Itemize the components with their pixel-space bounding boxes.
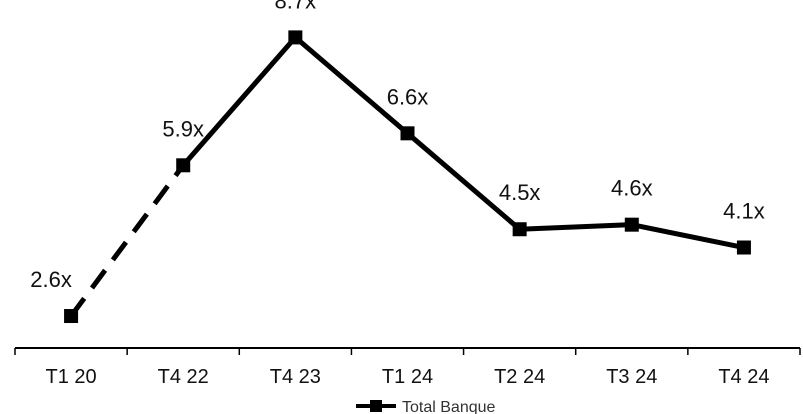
data-point-marker	[400, 126, 415, 141]
data-label: 2.6x	[30, 267, 72, 292]
data-label: 6.6x	[387, 84, 429, 109]
series-line-segment	[293, 35, 410, 136]
series-line-segment	[181, 35, 298, 167]
data-point-marker	[288, 30, 303, 45]
x-tick-label: T1 24	[382, 366, 433, 388]
x-tick-label: T4 23	[270, 366, 321, 388]
x-tick-label: T4 24	[718, 366, 769, 388]
legend-label: Total Banque	[402, 399, 496, 414]
data-point-marker	[512, 222, 527, 237]
data-label: 5.9x	[162, 116, 204, 141]
x-tick-label: T2 24	[494, 366, 545, 388]
legend: Total Banque	[356, 399, 496, 414]
data-label: 4.6x	[611, 176, 653, 201]
data-label-layer: 2.6x 5.9x 8.7x 6.6x 4.5x 4.6x 4.1x	[30, 0, 764, 292]
data-label: 4.1x	[723, 199, 765, 224]
data-point-marker	[64, 309, 79, 324]
data-label: 4.5x	[499, 180, 541, 205]
legend-marker-swatch	[370, 400, 382, 412]
series-line-segment	[405, 131, 522, 232]
series-line-segment	[69, 163, 186, 318]
data-point-marker	[736, 240, 751, 255]
x-tick-layer: T1 20 T4 22 T4 23 T1 24 T2 24 T3 24 T4 24	[14, 348, 801, 388]
series-layer	[64, 30, 751, 324]
x-tick-label: T4 22	[158, 366, 209, 388]
series-line-segment	[519, 222, 632, 232]
x-tick-label: T3 24	[606, 366, 657, 388]
series-line-segment	[631, 222, 745, 250]
data-point-marker	[176, 158, 191, 173]
data-point-marker	[624, 217, 639, 232]
x-tick-label: T1 20	[45, 366, 96, 388]
data-label: 8.7x	[275, 0, 317, 13]
